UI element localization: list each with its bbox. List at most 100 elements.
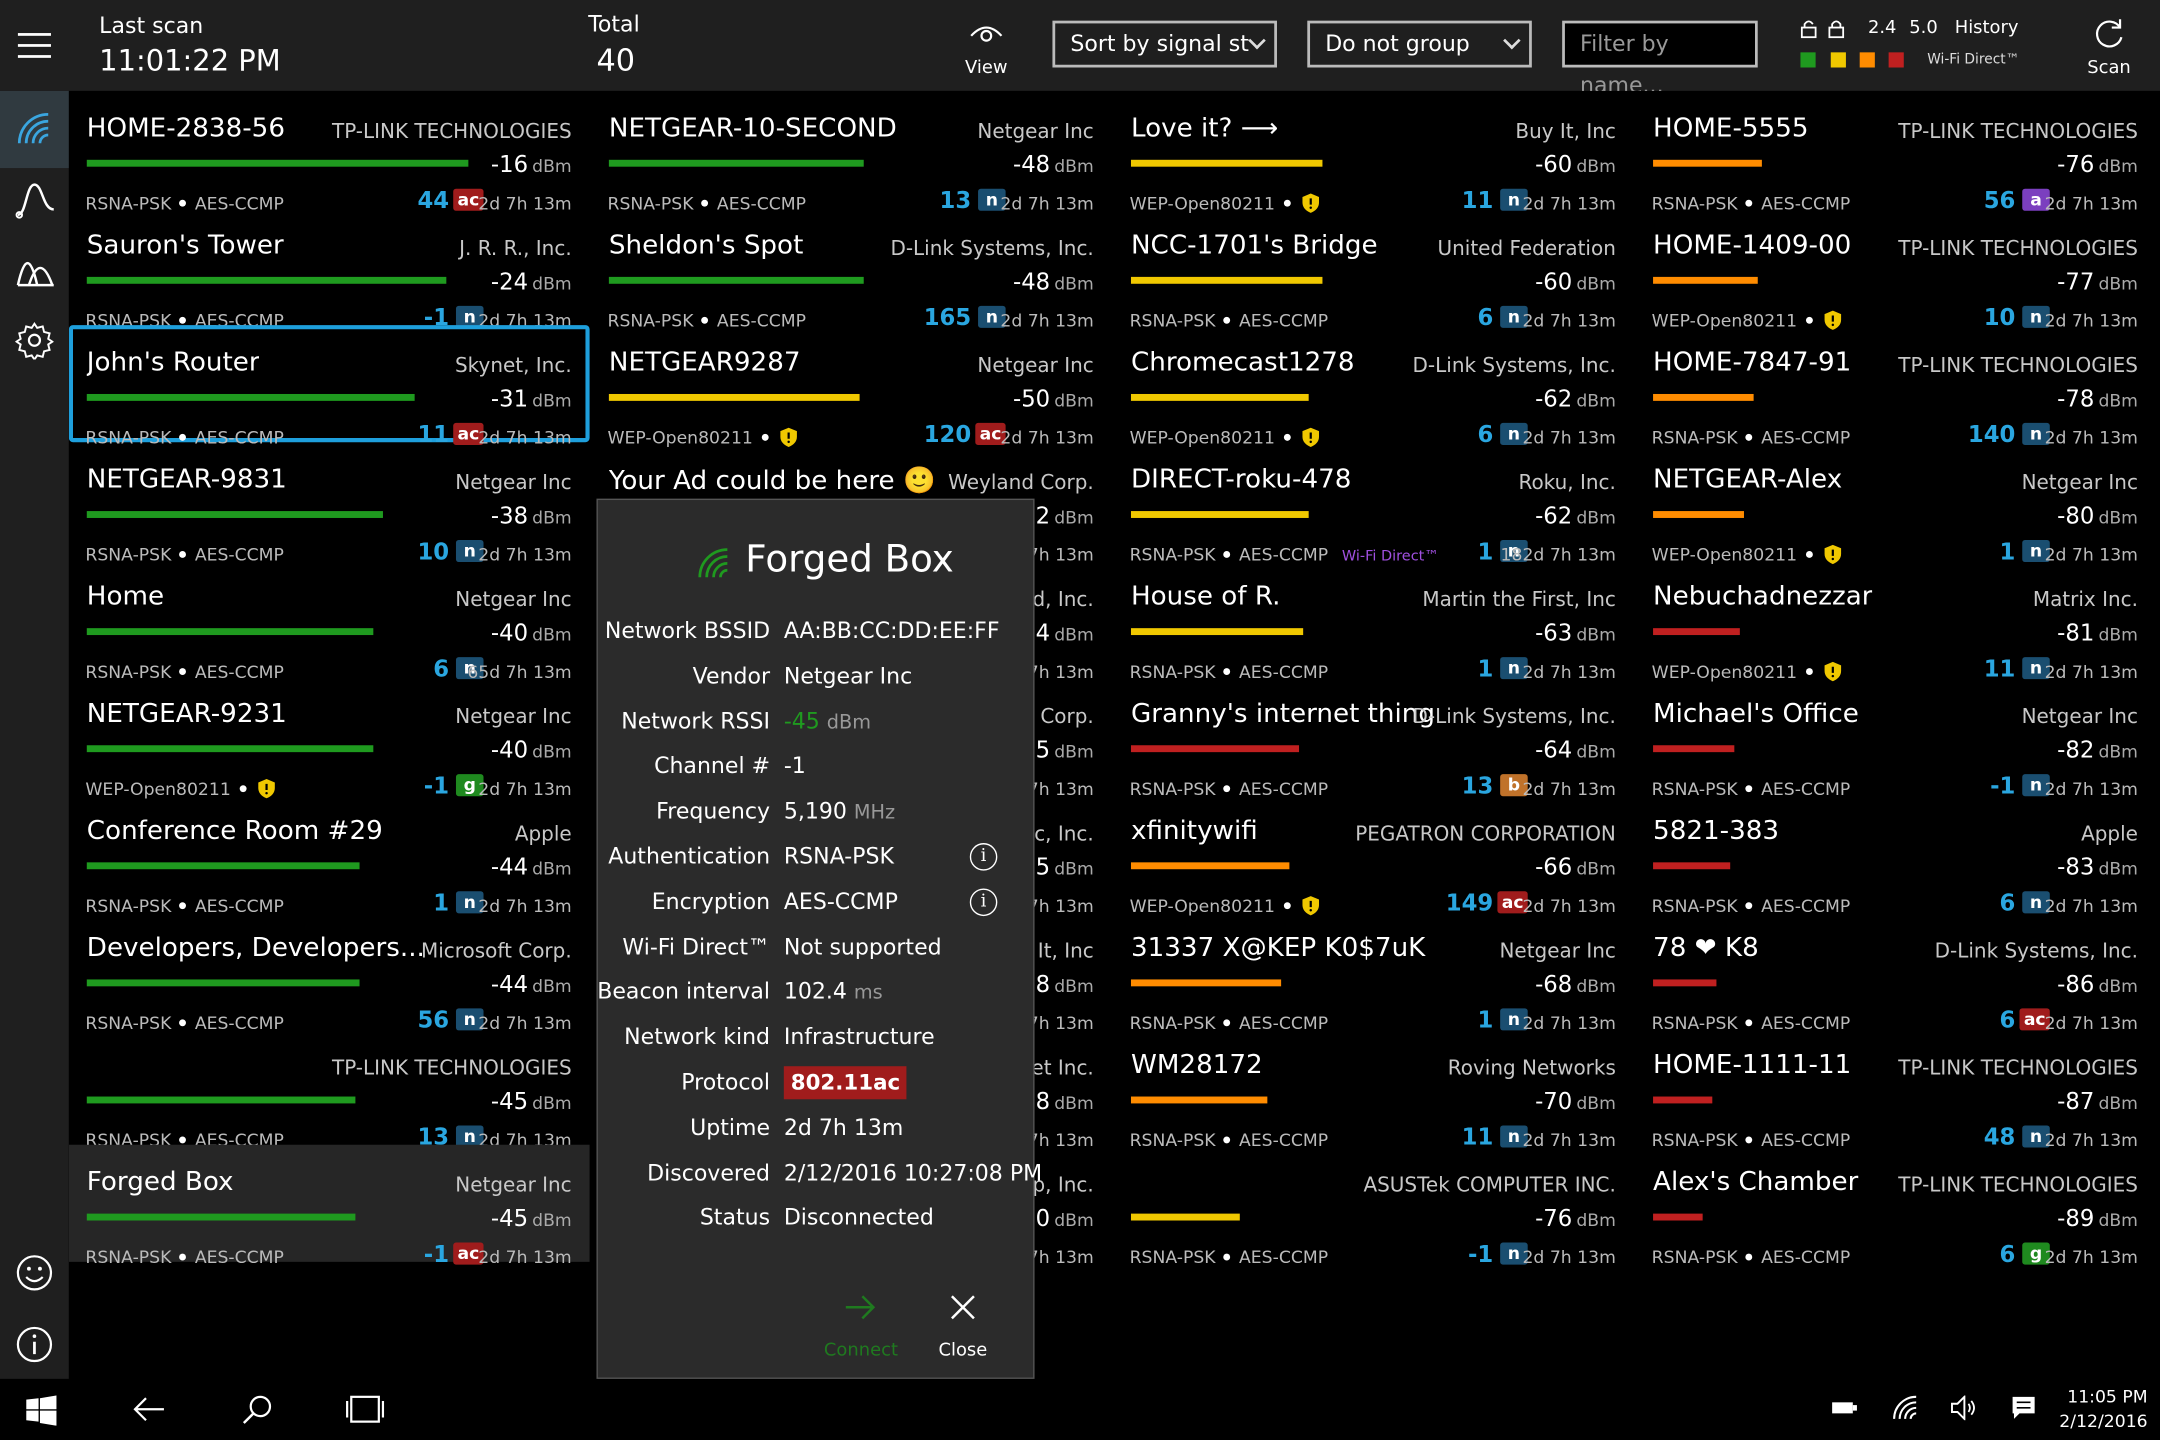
sidebar-item-signal-graph[interactable] [0, 160, 69, 237]
network-card[interactable]: Conference Room #29 Apple -44 dBm RSNA-PSK AE… [69, 793, 590, 917]
encryption-text: AES-CCMP [1239, 778, 1329, 799]
sidebar-item-settings[interactable] [0, 302, 69, 379]
network-card[interactable]: Home Netgear Inc -40 dBm RSNA-PSK AES-CCMP 6 n 6… [69, 559, 590, 682]
wifi-tray-icon[interactable] [1893, 1395, 1918, 1420]
network-rssi: -62 dBm [1535, 386, 1616, 412]
group-dropdown[interactable]: Do not group [1307, 20, 1532, 68]
network-card[interactable]: HOME-5555 TP-LINK TECHNOLOGIES -76 dBm RSNA-… [1635, 91, 2156, 214]
network-card[interactable]: Michael's Office Netgear Inc -82 dBm RSNA-PS… [1635, 676, 2156, 799]
task-view-icon[interactable] [346, 1394, 385, 1424]
scan-button[interactable]: Scan [2077, 14, 2140, 83]
auth-text: RSNA-PSK [85, 1012, 172, 1034]
network-card[interactable]: NETGEAR-Alex Netgear Inc -80 dBm WEP-Open802… [1635, 442, 2156, 565]
rssi-unit: dBm [1576, 741, 1616, 762]
network-card[interactable]: Sauron's Tower J. R. R., Inc. -24 dBm RSNA-P… [69, 208, 590, 331]
detail-row: Protocol 802.11ac [598, 1066, 1036, 1105]
network-uptime: 2d 7h 13m [1522, 1246, 1616, 1268]
network-card[interactable]: 5821-383 Apple -83 dBm RSNA-PSK AES-CCMP 6 n 2d … [1635, 793, 2156, 917]
network-card[interactable]: Developers, Developers... Microsoft Corp.… [69, 911, 590, 1034]
volume-icon[interactable] [1951, 1395, 1979, 1421]
view-button[interactable]: View [956, 17, 1017, 83]
band-24-toggle[interactable]: 2.4 [1867, 17, 1897, 39]
network-rssi: -80 dBm [2057, 503, 2138, 529]
network-card[interactable]: House of R. Martin the First, Inc -63 dBm RS… [1113, 559, 1634, 682]
network-card[interactable]: DIRECT-roku-478 Roku, Inc. -62 dBm RSNA-PSK A… [1113, 442, 1634, 565]
security-info: RSNA-PSK AES-CCMP [1130, 1012, 1329, 1033]
security-info: RSNA-PSK AES-CCMP [1130, 661, 1329, 682]
network-rssi: -48 dBm [1013, 269, 1094, 295]
network-rssi: -68 dBm [1535, 971, 1616, 997]
detail-value: Not supported [784, 934, 942, 960]
channel-number: 13 [1461, 772, 1494, 799]
network-card[interactable]: Chromecast1278 D-Link Systems, Inc. -62 dBm… [1113, 325, 1634, 448]
security-info: WEP-Open80211 [1652, 544, 1841, 565]
auth-text: WEP-Open80211 [1129, 427, 1275, 448]
network-card[interactable]: xfinitywifi PEGATRON CORPORATION -66 dBm WEP… [1113, 793, 1634, 917]
sort-dropdown[interactable]: Sort by signal st [1052, 20, 1277, 68]
network-card[interactable]: Granny's internet thing D-Link Systems, I… [1113, 676, 1634, 799]
network-uptime: 2d 7h 13m [1000, 192, 1094, 214]
network-card[interactable]: HOME-1409-00 TP-LINK TECHNOLOGIES -77 dBm WE… [1635, 208, 2156, 331]
channel-number: 6 [433, 655, 450, 682]
sidebar-item-networks[interactable] [0, 90, 69, 169]
band-50-toggle[interactable]: 5.0 [1909, 17, 1938, 39]
windows-start-icon[interactable] [26, 1395, 57, 1426]
network-card[interactable]: 31337 X@KEP K0$7uK Netgear Inc -68 dBm RSNA-… [1113, 911, 1634, 1034]
network-card[interactable]: HOME-7847-91 TP-LINK TECHNOLOGIES -78 dBm RS… [1635, 325, 2156, 448]
info-icon[interactable]: i [969, 888, 998, 917]
channel-number: -1 [1467, 1241, 1494, 1268]
wifi-direct-toggle[interactable]: Wi-Fi Direct™ [1927, 52, 2020, 68]
connect-button[interactable]: Connect [813, 1291, 909, 1361]
taskbar-clock[interactable]: 11:05 PM 2/12/2016 [2059, 1384, 2147, 1434]
hamburger-menu-icon[interactable] [17, 33, 51, 58]
legend-yellow-square[interactable] [1830, 52, 1846, 68]
network-card[interactable]: WM28172 Roving Networks -70 dBm RSNA-PSK AES-… [1113, 1028, 1634, 1151]
network-card[interactable]: NCC-1701's Bridge United Federation -60 dBm… [1113, 208, 1634, 331]
sidebar-item-about[interactable] [0, 1306, 69, 1383]
close-button[interactable]: Close [915, 1291, 1011, 1361]
action-center-icon[interactable] [2011, 1395, 2036, 1420]
protocol-badge: n [1500, 657, 1528, 680]
network-card[interactable]: NETGEAR-10-SECOND Netgear Inc -48 dBm RSNA-P… [591, 91, 1112, 214]
network-card[interactable]: ASUSTek COMPUTER INC. -76 dBm RSNA-PSK AES-C… [1113, 1145, 1634, 1267]
legend-red-square[interactable] [1888, 52, 1904, 68]
protocol-badge: ac [2019, 1008, 2050, 1031]
security-info: RSNA-PSK AES-CCMP [85, 895, 284, 916]
channel-number: 6 [1999, 889, 2016, 917]
sidebar-item-channel-graph[interactable] [0, 229, 69, 306]
network-card[interactable]: NETGEAR-9231 Netgear Inc -40 dBm WEP-Open802… [69, 676, 590, 799]
sidebar-item-feedback[interactable] [0, 1234, 69, 1311]
network-card[interactable]: TP-LINK TECHNOLOGIES -45 dBm RSNA-PSK AES-CC… [69, 1028, 590, 1150]
filter-input[interactable]: Filter by name... [1562, 20, 1758, 98]
rssi-unit: dBm [532, 1092, 572, 1114]
auth-text: RSNA-PSK [1651, 1129, 1738, 1151]
network-ssid: NETGEAR-9831 [86, 464, 287, 495]
channel-number: 149 [1445, 889, 1494, 917]
battery-icon[interactable] [1831, 1398, 1859, 1417]
back-arrow-icon[interactable] [132, 1395, 165, 1423]
network-card[interactable]: Nebuchadnezzar Matrix Inc. -81 dBm WEP-Open8… [1635, 559, 2156, 682]
network-card[interactable]: Love it? ⟶ Buy It, Inc -60 dBm WEP-Open80211… [1113, 91, 1634, 214]
network-card[interactable]: John's Router Skynet, Inc. -31 dBm RSNA-PSK A… [68, 325, 590, 448]
channel-number: 13 [939, 187, 972, 214]
total-count: 40 [596, 44, 636, 79]
protocol-badge: g [455, 774, 484, 797]
protocol-badge: n [1500, 188, 1528, 211]
rssi-unit: dBm [532, 858, 572, 879]
legend-green-square[interactable] [1800, 52, 1816, 68]
legend-orange-square[interactable] [1859, 52, 1875, 68]
network-card[interactable]: NETGEAR9287 Netgear Inc -50 dBm WEP-Open8021… [591, 325, 1112, 448]
network-card[interactable]: Sheldon's Spot D-Link Systems, Inc. -48 dBm… [591, 208, 1112, 331]
protocol-badge: ac [453, 1242, 484, 1265]
network-card[interactable]: NETGEAR-9831 Netgear Inc -38 dBm RSNA-PSK AES… [69, 442, 590, 565]
network-card[interactable]: HOME-1111-11 TP-LINK TECHNOLOGIES -87 dBm RS… [1635, 1028, 2156, 1151]
history-toggle[interactable]: History [1954, 17, 2019, 39]
rssi-unit: dBm [1054, 155, 1094, 177]
network-card[interactable]: Alex's Chamber TP-LINK TECHNOLOGIES -89 dBm… [1635, 1145, 2156, 1268]
network-card[interactable]: HOME-2838-56 TP-LINK TECHNOLOGIES -16 dBm RS… [69, 91, 590, 214]
detail-value: 102.4 ms [784, 978, 883, 1004]
search-icon[interactable] [241, 1393, 274, 1426]
network-card[interactable]: 78 ❤ K8 D-Link Systems, Inc. -86 dBm RSNA-PS… [1635, 911, 2156, 1034]
network-card[interactable]: Forged Box Netgear Inc -45 dBm RSNA-PSK AES-C… [68, 1144, 590, 1267]
info-icon[interactable]: i [969, 843, 998, 871]
